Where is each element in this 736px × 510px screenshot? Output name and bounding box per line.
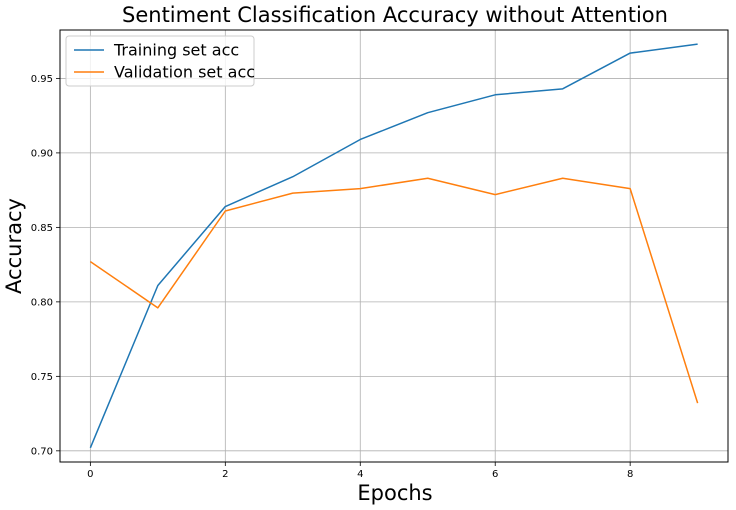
legend-label: Validation set acc bbox=[114, 63, 255, 82]
y-tick-label: 0.70 bbox=[31, 446, 53, 457]
x-tick-label: 6 bbox=[492, 469, 498, 480]
y-tick-label: 0.95 bbox=[31, 74, 53, 85]
x-axis-label: Epochs bbox=[357, 481, 432, 505]
legend: Training set acc Validation set acc bbox=[65, 35, 255, 87]
grid-lines bbox=[60, 30, 728, 462]
series-line-training bbox=[89, 43, 698, 449]
y-tick-label: 0.80 bbox=[31, 297, 53, 308]
x-axis-ticks: 0 2 4 6 8 bbox=[87, 462, 633, 480]
x-tick-label: 2 bbox=[222, 469, 228, 480]
y-tick-label: 0.75 bbox=[31, 372, 53, 383]
series-lines bbox=[89, 43, 699, 449]
y-axis-ticks: 0.70 0.75 0.80 0.85 0.90 0.95 bbox=[31, 74, 60, 457]
plot-area-frame bbox=[59, 29, 729, 463]
legend-label: Training set acc bbox=[113, 41, 239, 60]
chart-title: Sentiment Classification Accuracy withou… bbox=[122, 3, 668, 27]
x-tick-label: 8 bbox=[627, 469, 633, 480]
y-tick-label: 0.85 bbox=[31, 223, 53, 234]
x-tick-label: 4 bbox=[357, 469, 363, 480]
y-tick-label: 0.90 bbox=[31, 148, 53, 159]
series-line-validation bbox=[89, 177, 699, 404]
legend-box bbox=[65, 35, 255, 87]
y-axis-label: Accuracy bbox=[2, 198, 26, 294]
x-tick-label: 0 bbox=[87, 469, 93, 480]
